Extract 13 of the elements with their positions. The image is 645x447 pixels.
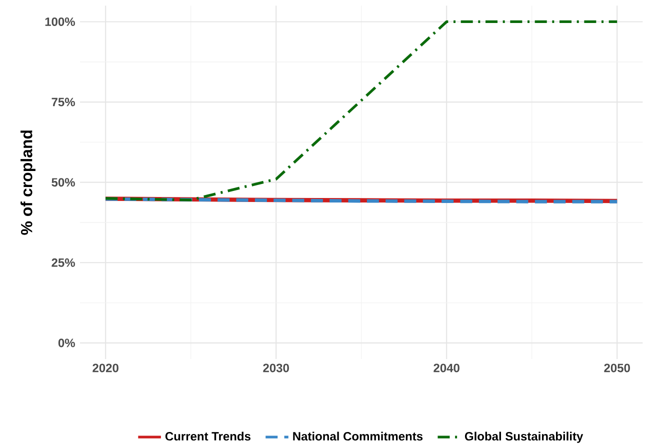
legend-label: Current Trends: [165, 432, 250, 441]
x-tick-label: 2040: [434, 364, 460, 372]
y-axis-title: % of cropland: [20, 130, 36, 235]
x-tick-label: 2030: [263, 364, 289, 372]
y-tick-label: 100%: [45, 17, 75, 26]
legend-label: National Commitments: [293, 432, 423, 441]
y-tick-label: 75%: [52, 98, 75, 106]
x-tick-label: 2020: [92, 364, 118, 372]
y-tick-label: 50%: [52, 178, 75, 187]
y-tick-label: 25%: [52, 258, 75, 267]
y-tick-label: 0%: [58, 338, 75, 348]
x-tick-label: 2050: [604, 364, 630, 372]
legend-label: Global Sustainability: [464, 432, 584, 443]
